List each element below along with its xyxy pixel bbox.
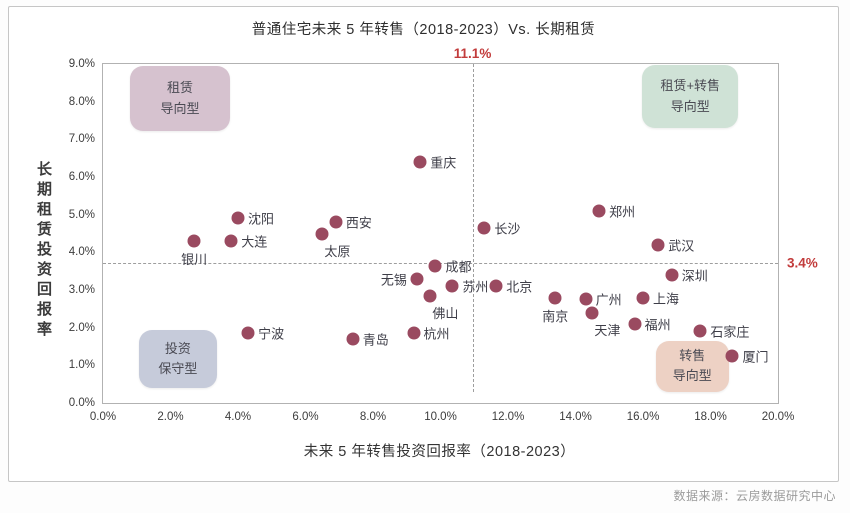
data-point-label: 南京 <box>542 308 569 324</box>
data-point-label: 福州 <box>644 317 671 333</box>
y-tick: 0.0% <box>68 397 95 409</box>
data-point-label: 杭州 <box>423 326 450 342</box>
quadrant-label-line: 投资 <box>164 340 191 356</box>
quadrant-label-line: 转售 <box>679 348 706 364</box>
data-point-dot <box>548 291 562 305</box>
data-point-label: 成都 <box>445 259 472 275</box>
data-point-label: 佛山 <box>432 305 459 321</box>
data-point-label: 无锡 <box>380 272 407 288</box>
x-tick: 20.0% <box>761 411 795 423</box>
data-point-dot <box>592 204 606 218</box>
data-point-dot <box>477 221 491 235</box>
mean-x-label: 11.1% <box>453 46 492 61</box>
data-point-dot <box>651 238 665 252</box>
x-tick: 8.0% <box>359 411 387 423</box>
x-tick: 2.0% <box>157 411 184 423</box>
source-note: 数据来源：云房数据研究中心 <box>673 489 836 503</box>
quadrant-box-bottom-left: 投资 保守型 <box>138 330 218 389</box>
data-point-label: 广州 <box>595 292 622 308</box>
data-point-dot <box>187 234 201 248</box>
data-point-label: 沈阳 <box>248 211 275 227</box>
mean-y-label: 3.4% <box>787 255 818 270</box>
quadrant-label-line: 导向型 <box>672 368 712 384</box>
data-point-label: 长沙 <box>494 221 521 237</box>
data-point-dot <box>445 279 459 293</box>
data-point-label: 宁波 <box>258 326 285 342</box>
quadrant-box-top-left: 租赁 导向型 <box>130 66 230 132</box>
quadrant-label-line: 导向型 <box>670 98 710 114</box>
x-tick: 6.0% <box>292 411 319 423</box>
quadrant-box-top-right: 租赁+转售导向型 <box>642 65 739 129</box>
y-tick: 8.0% <box>68 95 95 108</box>
data-point-label: 石家庄 <box>710 324 750 340</box>
data-point-dot <box>489 279 503 293</box>
quadrant-label-line: 保守型 <box>158 361 198 377</box>
data-point-dot <box>346 332 360 346</box>
data-point-label: 深圳 <box>681 268 708 284</box>
data-point-label: 青岛 <box>362 332 389 348</box>
y-tick: 1.0% <box>68 359 95 372</box>
chart-frame: 普通住宅未来 5 年转售（2018-2023）Vs. 长期租赁 长期租赁投资回报… <box>8 6 839 482</box>
quadrant-label-line: 租赁 <box>166 80 193 96</box>
data-point-label: 苏州 <box>462 279 489 295</box>
data-point-dot <box>693 324 707 338</box>
data-point-dot <box>224 234 238 248</box>
y-tick: 6.0% <box>68 171 95 183</box>
data-point-label: 郑州 <box>609 204 636 220</box>
data-point-label: 西安 <box>345 215 372 231</box>
data-point-dot <box>665 268 679 282</box>
chart-title: 普通住宅未来 5 年转售（2018-2023）Vs. 长期租赁 <box>251 22 596 38</box>
y-axis-title: 长期租赁投资回报率 <box>35 161 52 341</box>
data-point-dot <box>628 317 642 331</box>
data-point-dot <box>410 272 424 286</box>
data-point-label: 重庆 <box>430 155 457 171</box>
data-point-dot <box>423 289 437 303</box>
y-tick: 9.0% <box>68 58 95 70</box>
data-point-label: 厦门 <box>742 349 769 365</box>
data-point-dot <box>636 291 650 305</box>
data-point-label: 北京 <box>506 279 533 295</box>
x-tick: 0.0% <box>89 411 117 423</box>
vertical-mean-line <box>472 64 474 392</box>
x-tick: 14.0% <box>559 411 592 423</box>
data-point-dot <box>241 326 255 340</box>
data-point-dot <box>329 215 343 229</box>
data-point-dot <box>413 155 427 169</box>
y-tick: 3.0% <box>68 284 95 296</box>
data-point-label: 上海 <box>653 291 680 307</box>
data-point-dot <box>428 259 442 273</box>
x-tick: 18.0% <box>694 411 727 423</box>
data-point-label: 天津 <box>594 322 621 338</box>
x-axis-title: 未来 5 年转售投资回报率（2018-2023） <box>303 444 576 460</box>
data-point-dot <box>579 292 593 306</box>
x-tick: 10.0% <box>424 411 457 423</box>
data-point-dot <box>315 227 329 240</box>
data-point-label: 大连 <box>241 234 268 250</box>
data-point-label: 武汉 <box>668 238 695 254</box>
quadrant-label-line: 租赁+转售 <box>660 78 721 94</box>
x-tick: 4.0% <box>224 411 252 423</box>
y-tick: 4.0% <box>68 246 95 259</box>
x-tick: 16.0% <box>626 411 660 423</box>
y-tick: 5.0% <box>68 208 95 221</box>
y-tick: 2.0% <box>68 321 95 334</box>
data-point-label: 太原 <box>324 243 351 259</box>
data-point-dot <box>231 211 245 225</box>
data-point-dot <box>585 306 599 320</box>
data-point-dot <box>725 349 739 363</box>
plot-area: 9.0% 8.0% 7.0% 6.0% 5.0% 4.0% 3.0% 2.0% 1.0% 0.0%… <box>69 46 818 423</box>
data-point-dot <box>407 326 420 340</box>
x-tick: 12.0% <box>491 411 525 423</box>
data-point-label: 银川 <box>181 252 208 268</box>
y-tick: 7.0% <box>68 133 95 146</box>
quadrant-box-bottom-right: 转售 导向型 <box>655 340 729 392</box>
quadrant-label-line: 导向型 <box>160 100 200 116</box>
